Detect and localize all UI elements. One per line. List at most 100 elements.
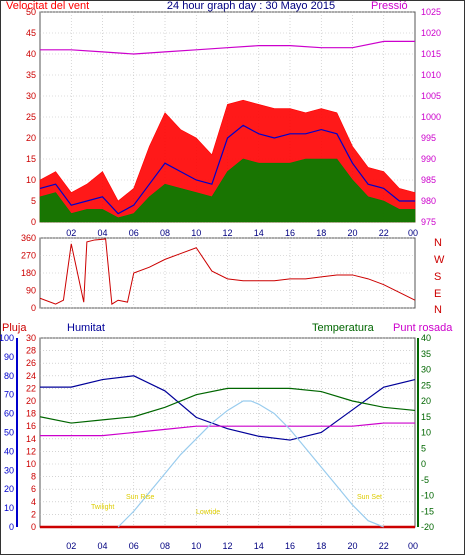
humidity-series	[40, 375, 416, 441]
pressure-tick-label: 1010	[421, 70, 441, 80]
temperature-tick-label: 40	[421, 333, 431, 343]
direction-tick-label: 270	[21, 251, 36, 261]
temperature-tick-label: -20	[421, 522, 434, 532]
temperature-tick-label: 35	[421, 349, 431, 359]
pressure-tick-label: 1005	[421, 91, 441, 101]
rain-tick-label: 26	[26, 358, 36, 368]
wind-hour-label: 12	[222, 228, 232, 238]
humidity-tick-label: 80	[4, 371, 14, 381]
pressure-tick-label: 985	[421, 175, 436, 185]
axes-layer: 0202040406060808101012121414161618182020…	[0, 7, 445, 551]
wind-tick-label: 40	[26, 49, 36, 59]
wind-tick-label: 35	[26, 70, 36, 80]
rain-tick-label: 10	[26, 459, 36, 469]
wind-tick-label: 20	[26, 133, 36, 143]
humidity-tick-label: 10	[4, 503, 14, 513]
wind-tick-label: 15	[26, 154, 36, 164]
thp-panel-frame	[39, 337, 416, 528]
pressure-title: Pressió	[371, 0, 408, 12]
pressure-tick-label: 990	[421, 154, 436, 164]
series-layer	[39, 40, 416, 529]
pressure-tick-label: 1000	[421, 112, 441, 122]
thp-hour-label: 04	[97, 541, 107, 551]
humidity-tick-label: 0	[9, 522, 14, 532]
compass-label-e: E	[434, 288, 441, 300]
pressure-tick-label: 1020	[421, 28, 441, 38]
wind-hour-label: 08	[160, 228, 170, 238]
temperature-tick-label: 10	[421, 428, 431, 438]
wind-average-series	[39, 124, 415, 215]
wind-hour-label: 06	[129, 228, 139, 238]
wind-hour-label: 00	[408, 228, 418, 238]
compass-label-n: N	[434, 237, 442, 249]
compass-label-w: W	[434, 254, 445, 266]
temperature-tick-label: -5	[421, 475, 429, 485]
wind-hour-label: 14	[254, 228, 264, 238]
wind-hour-label: 18	[316, 228, 326, 238]
humidity-tick-label: 90	[4, 352, 14, 362]
pressure-tick-label: 995	[421, 133, 436, 143]
temperature-tick-label: 5	[421, 443, 426, 453]
twilight-label: Twilight	[91, 504, 114, 511]
temperature-series	[39, 387, 416, 424]
dewpoint-series	[40, 422, 415, 437]
compass-label-s: S	[434, 271, 441, 283]
direction-tick-label: 360	[21, 233, 36, 243]
compass-label-n: N	[434, 304, 442, 316]
rain-tick-label: 28	[26, 346, 36, 356]
humidity-tick-label: 40	[4, 446, 14, 456]
wind-tick-label: 50	[26, 7, 36, 17]
thp-hour-label: 02	[66, 541, 76, 551]
rain-tick-label: 6	[31, 484, 36, 494]
rain-tick-label: 24	[26, 371, 36, 381]
graph-title: 24 hour graph day : 30 Mayo 2015	[167, 0, 335, 12]
pressure-tick-label: 1015	[421, 49, 441, 59]
wind-tick-label: 0	[31, 217, 36, 227]
wind-direction-series	[39, 238, 416, 305]
temperature-tick-label: 30	[421, 365, 431, 375]
wind-tick-label: 10	[26, 175, 36, 185]
humidity-tick-label: 100	[0, 333, 14, 343]
thp-hour-label: 14	[254, 541, 264, 551]
sunset-label: Sun Set	[357, 494, 382, 501]
humidity-title: Humitat	[67, 322, 105, 334]
humidity-tick-label: 20	[4, 484, 14, 494]
wind-hour-label: 04	[97, 228, 107, 238]
wind-speed-title: Velocitat del vent	[6, 0, 89, 12]
sunrise-label: Sun Rise	[126, 494, 155, 501]
temperature-tick-label: -15	[421, 506, 434, 516]
temperature-tick-label: 20	[421, 396, 431, 406]
temperature-tick-label: 25	[421, 380, 431, 390]
thp-hour-label: 00	[408, 541, 418, 551]
pressure-tick-label: 975	[421, 217, 436, 227]
thp-hour-label: 20	[347, 541, 357, 551]
wind-hour-label: 20	[347, 228, 357, 238]
rain-tick-label: 8	[31, 472, 36, 482]
pressure-series	[40, 40, 415, 55]
dewpoint-title: Punt rosada	[393, 322, 453, 334]
thp-hour-label: 10	[191, 541, 201, 551]
temperature-tick-label: -10	[421, 491, 434, 501]
temperature-tick-label: 0	[421, 459, 426, 469]
rain-tick-label: 16	[26, 421, 36, 431]
wind-gust-series	[39, 158, 416, 223]
wind-hour-label: 10	[191, 228, 201, 238]
direction-tick-label: 90	[26, 286, 36, 296]
direction-tick-label: 180	[21, 268, 36, 278]
temperature-tick-label: 15	[421, 412, 431, 422]
wind-hour-label: 02	[66, 228, 76, 238]
temperature-title: Temperatura	[312, 322, 375, 334]
rain-tick-label: 20	[26, 396, 36, 406]
wind-tick-label: 25	[26, 112, 36, 122]
rain-title: Pluja	[2, 322, 27, 334]
thp-hour-label: 08	[160, 541, 170, 551]
rain-tick-label: 2	[31, 509, 36, 519]
thp-hour-label: 22	[379, 541, 389, 551]
wind-tick-label: 45	[26, 28, 36, 38]
pressure-tick-label: 980	[421, 196, 436, 206]
thp-hour-label: 16	[285, 541, 295, 551]
rain-tick-label: 22	[26, 383, 36, 393]
wind-tick-label: 30	[26, 91, 36, 101]
